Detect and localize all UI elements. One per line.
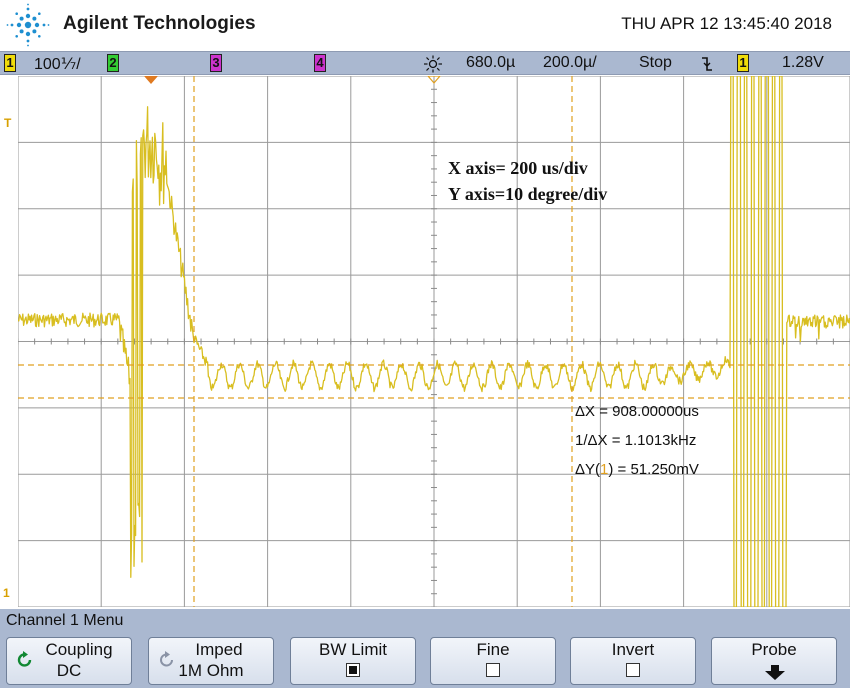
invert-label: Invert — [611, 640, 655, 659]
channel-3-indicator[interactable]: 3 — [210, 54, 222, 72]
channel-1-indicator[interactable]: 1 — [4, 54, 16, 72]
fine-checkbox[interactable] — [486, 663, 500, 677]
trigger-position-marker — [144, 76, 158, 84]
trigger-level-marker: T — [4, 116, 12, 130]
datetime-display: THU APR 12 13:45:40 2018 — [621, 14, 832, 33]
fine-softkey[interactable]: Fine — [430, 637, 556, 685]
time-delay: 680.0µ — [466, 54, 516, 71]
delta-x-readout: ΔX = 908.00000us — [575, 403, 699, 420]
header: Agilent Technologies THU APR 12 13:45:40… — [0, 0, 850, 50]
run-state: Stop — [639, 54, 672, 71]
invert-softkey[interactable]: Invert — [570, 637, 696, 685]
impedance-softkey[interactable]: Imped 1M Ohm — [148, 637, 274, 685]
cycle-arrow-icon — [17, 651, 32, 667]
delta-y-prefix: ΔY( — [575, 461, 601, 478]
probe-label: Probe — [751, 640, 797, 659]
channel-2-indicator[interactable]: 2 — [107, 54, 119, 72]
coupling-softkey[interactable]: Coupling DC — [6, 637, 132, 685]
cursor-lines — [18, 76, 850, 607]
impedance-value: 1M Ohm — [178, 661, 244, 680]
trigger-level: 1.28V — [782, 54, 824, 71]
brand-name: Agilent Technologies — [63, 13, 256, 34]
fine-label: Fine — [476, 640, 510, 659]
sun-icon — [424, 55, 442, 73]
bw-limit-label: BW Limit — [319, 640, 387, 659]
waveform-line — [18, 76, 850, 607]
annotation-x-axis: X axis= 200 us/div — [448, 158, 588, 178]
delay-marker — [427, 76, 441, 84]
down-arrow-icon — [765, 665, 785, 680]
invert-checkbox[interactable] — [626, 663, 640, 677]
annotation-y-axis: Y axis=10 degree/div — [448, 184, 608, 204]
impedance-label: Imped — [195, 640, 243, 659]
probe-softkey[interactable]: Probe — [711, 637, 837, 685]
falling-edge-icon — [702, 57, 712, 71]
agilent-spark-icon — [6, 3, 50, 47]
delta-y-channel: 1 — [600, 461, 609, 478]
channel-4-indicator[interactable]: 4 — [314, 54, 326, 72]
bw-limit-softkey[interactable]: BW Limit — [290, 637, 416, 685]
cycle-arrow-icon — [160, 651, 173, 667]
trigger-source-indicator: 1 — [737, 54, 749, 72]
time-scale: 200.0µ/ — [543, 54, 597, 71]
delta-y-suffix: ) = 51.250mV — [608, 461, 699, 478]
channel-1-trace — [18, 76, 850, 607]
menu-title: Channel 1 Menu — [6, 612, 124, 629]
channel-1-ground-marker: 1 — [3, 586, 10, 600]
marker-column: T 1 — [0, 76, 18, 607]
channel-menu: Channel 1 Menu Coupling DC Imped 1M Ohm … — [0, 609, 850, 688]
status-bar: 1 100⅐/ 2 3 4 680.0µ 200.0µ/ Stop 1 1.28… — [0, 51, 850, 75]
delta-y-readout: ΔY(1) = 51.250mV — [575, 461, 699, 478]
coupling-value: DC — [56, 661, 82, 680]
channel-1-scale: 100⅐/ — [34, 56, 81, 73]
coupling-label: Coupling — [45, 640, 113, 659]
waveform-display[interactable]: X axis= 200 us/div Y axis=10 degree/div … — [18, 76, 850, 607]
graticule — [18, 76, 850, 607]
bw-limit-checkbox[interactable] — [346, 663, 360, 677]
inverse-delta-x-readout: 1/ΔX = 1.1013kHz — [575, 432, 697, 449]
